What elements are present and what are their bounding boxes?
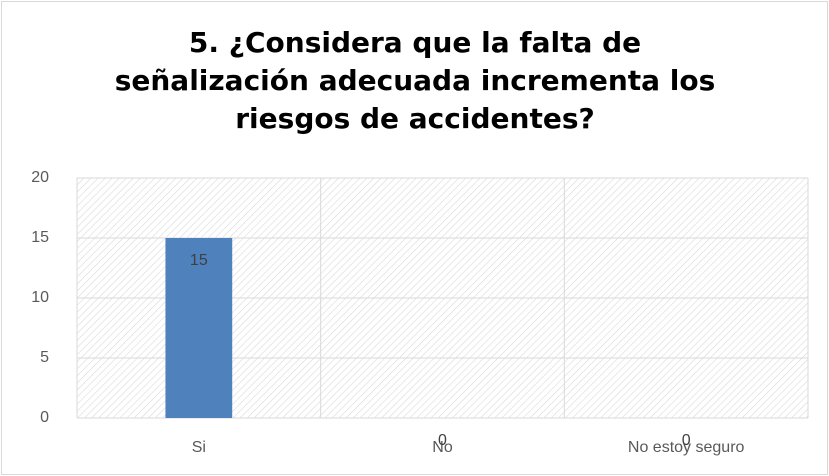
data-label: 15 (190, 252, 208, 269)
x-tick-label: No (432, 439, 453, 456)
y-tick-label: 5 (40, 349, 49, 366)
data-label: 0 (438, 432, 447, 449)
bar (165, 238, 233, 418)
y-tick-label: 15 (31, 229, 49, 246)
y-tick-label: 20 (31, 169, 49, 186)
x-tick-label: No estoy seguro (628, 439, 745, 456)
y-tick-label: 0 (40, 409, 49, 426)
data-label: 0 (682, 432, 691, 449)
x-tick-label: Si (192, 439, 206, 456)
chart-title: 5. ¿Considera que la falta de señalizaci… (114, 26, 716, 135)
y-tick-label: 10 (31, 289, 49, 306)
